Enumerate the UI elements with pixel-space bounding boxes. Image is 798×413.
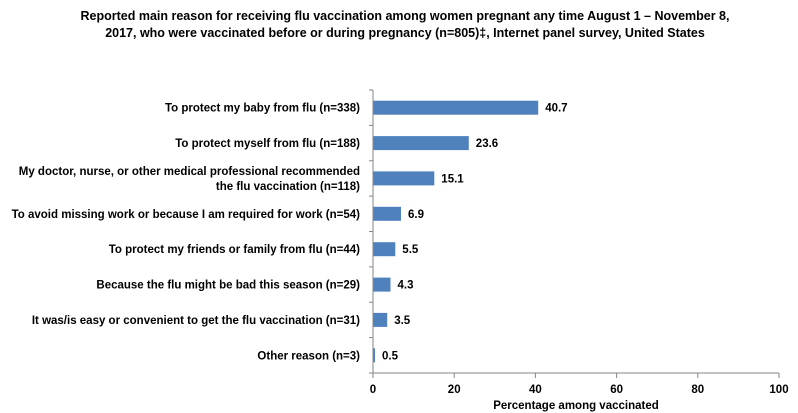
- bar: [373, 312, 388, 327]
- category-label: Because the flu might be bad this season…: [96, 280, 360, 292]
- category-label: To protect myself from flu (n=188): [175, 138, 360, 150]
- category-label: To protect my friends or family from flu…: [109, 244, 360, 256]
- value-label: 4.3: [398, 280, 414, 292]
- x-tick-label: 0: [370, 384, 376, 396]
- bar: [373, 348, 375, 363]
- bar: [373, 277, 391, 292]
- x-tick-label: 80: [691, 384, 704, 396]
- bar: [373, 242, 396, 257]
- category-label: the flu vaccination (n=118): [216, 181, 360, 193]
- category-label: To protect my baby from flu (n=338): [165, 103, 360, 115]
- value-label: 3.5: [394, 315, 411, 327]
- category-label: My doctor, nurse, or other medical profe…: [19, 166, 360, 178]
- value-label: 6.9: [408, 209, 424, 221]
- x-axis-title: Percentage among vaccinated: [493, 400, 659, 412]
- x-tick-label: 100: [769, 384, 788, 396]
- x-tick-label: 40: [529, 384, 542, 396]
- bar: [373, 100, 539, 115]
- x-tick-label: 60: [610, 384, 623, 396]
- category-label: To avoid missing work or because I am re…: [12, 209, 361, 221]
- value-label: 5.5: [402, 244, 419, 256]
- chart-title: Reported main reason for receiving flu v…: [80, 9, 730, 40]
- value-label: 15.1: [441, 173, 464, 185]
- bar: [373, 136, 469, 151]
- value-label: 0.5: [382, 350, 399, 362]
- x-tick-label: 20: [448, 384, 461, 396]
- value-label: 40.7: [545, 103, 567, 115]
- value-label: 23.6: [476, 138, 498, 150]
- bar: [373, 171, 435, 186]
- category-label: It was/is easy or convenient to get the …: [32, 315, 360, 327]
- bar: [373, 206, 401, 221]
- category-label: Other reason (n=3): [257, 350, 360, 362]
